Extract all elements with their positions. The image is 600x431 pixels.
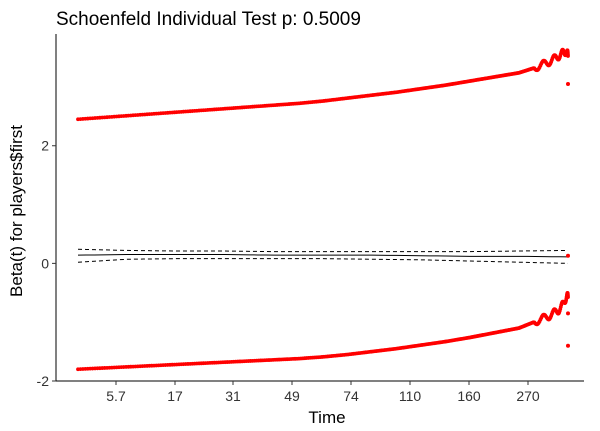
- outlier-point: [566, 253, 570, 258]
- x-tick-label: 31: [225, 388, 241, 404]
- plot-area: [76, 47, 570, 372]
- y-tick-label: -2: [37, 373, 50, 389]
- point-series-1: [76, 290, 570, 372]
- y-tick-label: 0: [41, 255, 49, 271]
- data-point: [566, 54, 570, 58]
- x-tick-label: 160: [457, 388, 481, 404]
- y-axis-title: Beta(t) for players$first: [7, 125, 26, 297]
- x-tick-label: 17: [167, 388, 183, 404]
- outlier-point: [566, 311, 570, 316]
- x-tick-label: 74: [343, 388, 359, 404]
- chart-title: Schoenfeld Individual Test p: 0.5009: [56, 9, 361, 30]
- outlier-point: [566, 343, 570, 348]
- x-axis-ticks: 5.7 17 31 49 74 110 160 270: [106, 381, 540, 404]
- y-tick-label: 2: [41, 138, 49, 154]
- outlier-point: [566, 81, 570, 86]
- confidence-band-line: [77, 258, 569, 264]
- x-tick-label: 49: [284, 388, 300, 404]
- x-tick-label: 110: [399, 388, 422, 404]
- point-series-0: [76, 47, 570, 122]
- confidence-band-line: [77, 248, 569, 253]
- x-tick-label: 5.7: [106, 388, 126, 404]
- y-axis-ticks: -2 0 2: [37, 138, 56, 389]
- fitted-line: [77, 254, 569, 258]
- outlier-points: [566, 81, 570, 348]
- x-axis-title: Time: [308, 408, 345, 427]
- x-tick-label: 270: [516, 388, 540, 404]
- data-point: [566, 295, 570, 300]
